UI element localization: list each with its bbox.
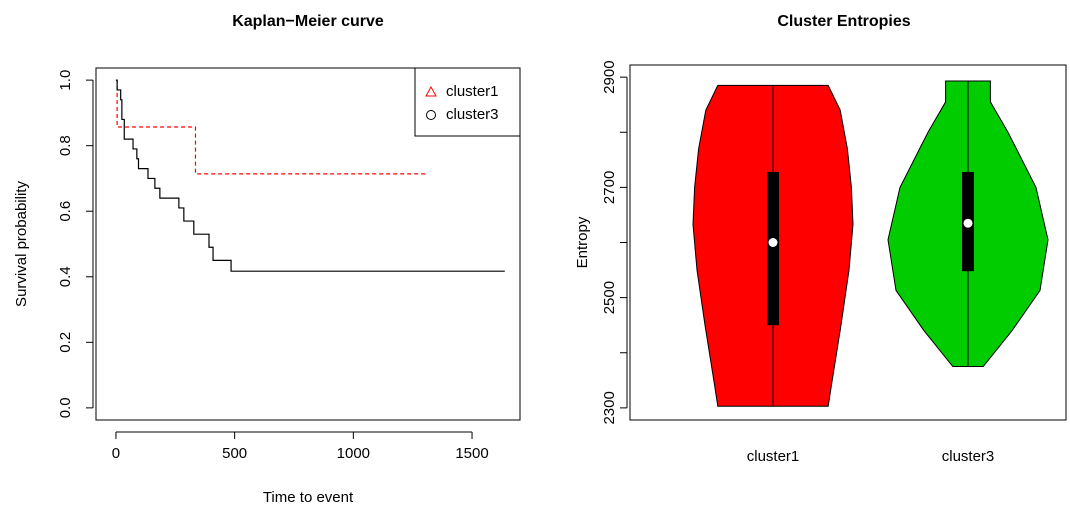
y-tick-label: 0.0 <box>57 397 74 418</box>
y-tick-label: 2300 <box>601 391 618 424</box>
y-tick-label: 0.4 <box>57 266 74 287</box>
y-tick-label: 0.2 <box>57 332 74 353</box>
y-tick-label: 2500 <box>601 281 618 314</box>
x-tick-label: 0 <box>112 445 120 462</box>
x-axis-label: Time to event <box>263 489 354 506</box>
x-tick-label: cluster3 <box>942 448 995 465</box>
x-tick-label: cluster1 <box>747 448 800 465</box>
median <box>768 238 778 247</box>
y-tick-label: 0.6 <box>57 201 74 222</box>
legend-label: cluster1 <box>446 83 499 100</box>
survival-line <box>115 79 505 272</box>
legend-label: cluster3 <box>446 106 499 123</box>
y-tick-label: 0.8 <box>57 135 74 156</box>
y-tick-label: 1.0 <box>57 70 74 91</box>
legend-box <box>414 67 521 137</box>
y-axis-label: Survival probability <box>13 181 30 307</box>
survival-line <box>115 79 427 175</box>
chart-title: Cluster Entropies <box>777 13 910 30</box>
y-axis-label: Entropy <box>574 216 591 268</box>
median <box>963 218 973 228</box>
chart-title: Kaplan−Meier curve <box>232 13 384 30</box>
x-tick-label: 500 <box>222 445 247 462</box>
iqr-box <box>767 171 779 326</box>
plot-frame <box>629 64 1067 421</box>
y-tick-label: 2700 <box>601 171 618 204</box>
x-tick-label: 1500 <box>455 445 488 462</box>
y-tick-label: 2900 <box>601 60 618 93</box>
legend-marker <box>426 110 436 120</box>
legend-marker <box>425 85 437 97</box>
plot-frame <box>95 67 521 421</box>
x-tick-label: 1000 <box>337 445 370 462</box>
